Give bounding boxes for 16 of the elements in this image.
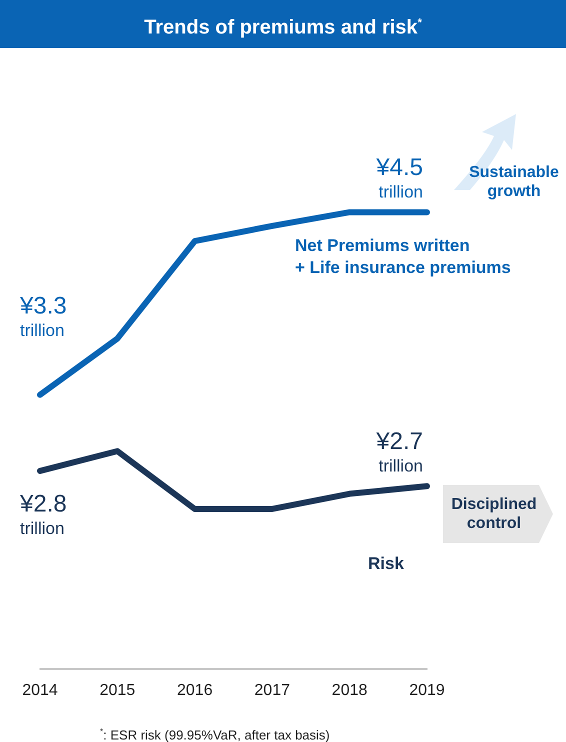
series-label: Net Premiums written + Life insurance premiums (295, 236, 511, 278)
x-tick-label: 2019 (409, 682, 445, 699)
data-label: ¥3.3 trillion (19, 292, 67, 340)
x-tick-label: 2016 (177, 682, 213, 699)
x-tick-label: 2014 (22, 682, 58, 699)
text: $^{*}$: ESR risk (99.95%VaR, after tax basis) (100, 727, 330, 742)
x-tick-label: 2018 (332, 682, 368, 699)
annotation: Disciplined control (450, 495, 538, 533)
text: Risk (368, 554, 404, 574)
x-tick-label: 2015 (100, 682, 136, 699)
x-tick-label: 2017 (254, 682, 290, 699)
text: Sustainable growth (468, 163, 560, 201)
data-label: ¥2.8 trillion (19, 490, 67, 538)
data-label: ¥2.7 trillion (375, 428, 423, 476)
data-label: ¥4.5 trillion (375, 154, 423, 202)
chart-title: Trends of premiums and risk$^{*}$ (0, 0, 566, 48)
